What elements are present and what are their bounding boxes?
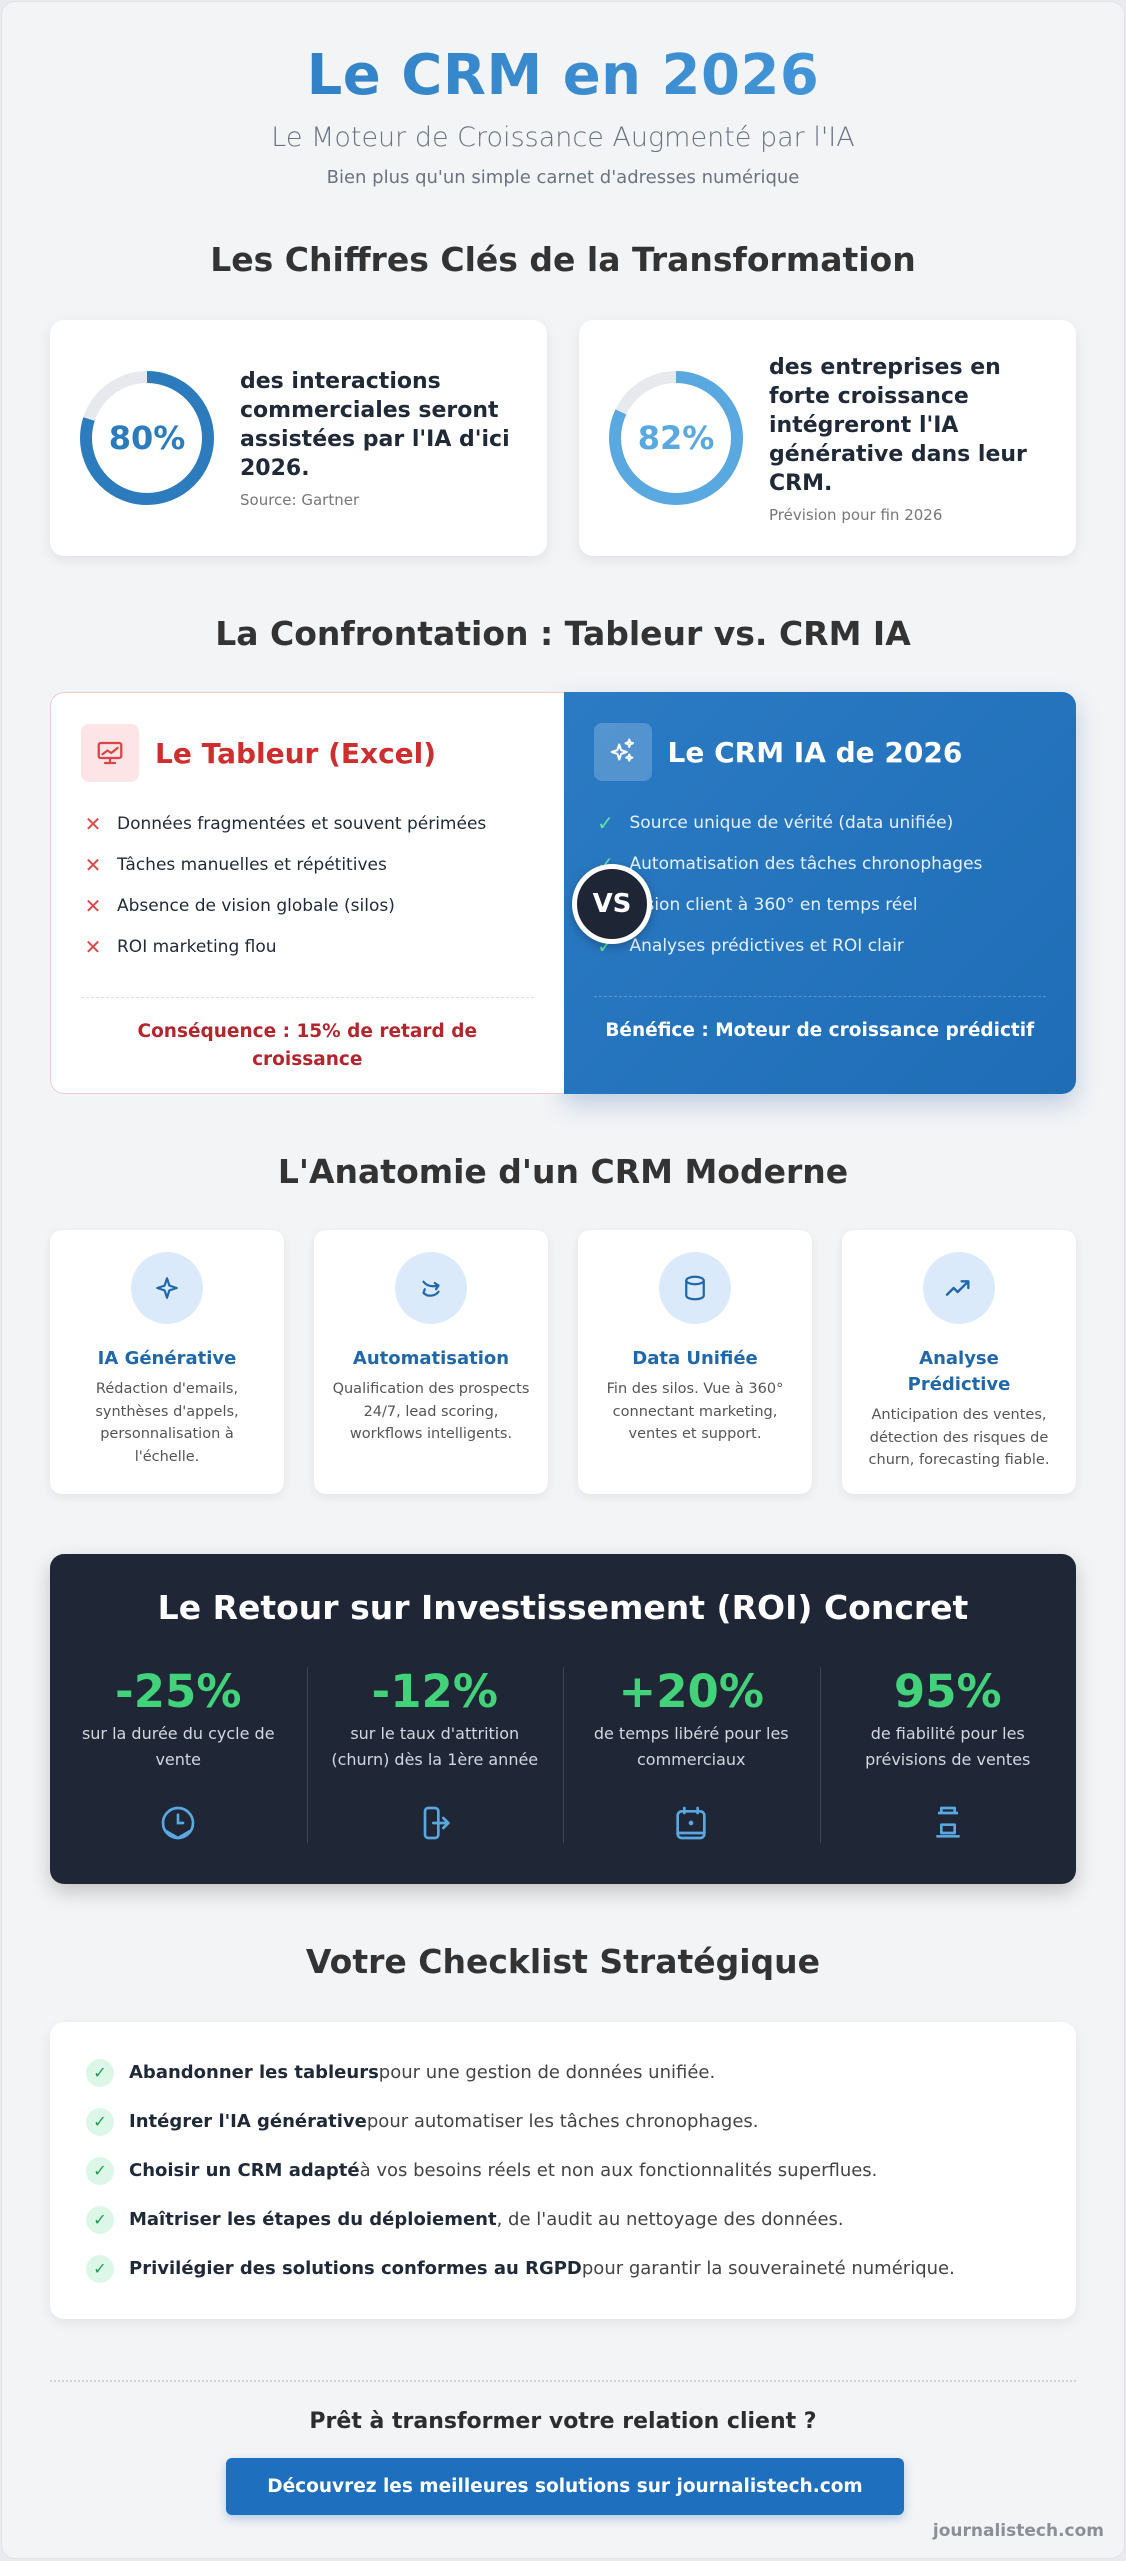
comparison-panel: Le Tableur (Excel) ✕ Données fragmentées … [50, 692, 1076, 1094]
stat-card: 82% des entreprises en forte croissance … [579, 320, 1076, 556]
sparkles-icon [593, 723, 652, 781]
anatomy-title: L'Anatomie d'un CRM Moderne [277, 1152, 849, 1191]
cta-question: Prêt à transformer votre relation client… [309, 2409, 817, 2434]
roi-panel: Le Retour sur Investissement (ROI) Concr… [50, 1554, 1076, 1884]
feature-card: Data Unifiée Fin des silos. Vue à 360° c… [578, 1230, 812, 1494]
x-icon: ✕ [84, 852, 102, 877]
divider [50, 2380, 1076, 2382]
feature-card: Analyse Prédictive Anticipation des vent… [842, 1230, 1076, 1494]
spreadsheet-drawbacks: ✕ Données fragmentées et souvent périmées… [81, 803, 534, 967]
check-icon: ✓ [86, 2254, 114, 2283]
trending-up-icon [923, 1252, 995, 1324]
x-icon: ✕ [84, 811, 102, 836]
page-subtitle: Le Moteur de Croissance Augmenté par l'I… [271, 122, 855, 153]
spreadsheet-column: Le Tableur (Excel) ✕ Données fragmentées … [50, 692, 564, 1094]
list-item: ✕ Tâches manuelles et répétitives [81, 844, 534, 885]
ai-crm-title: Le CRM IA de 2026 [667, 735, 963, 769]
check-icon: ✓ [86, 2205, 114, 2234]
refresh-arrows-icon [395, 1252, 467, 1324]
roi-stat: -12% sur le taux d'attrition (churn) dès… [306, 1667, 564, 1843]
list-item: ✓Automatisation des tâches chronophages [594, 843, 1047, 884]
divider [81, 997, 534, 998]
checklist-item: ✓ Intégrer l'IA générativepour automatise… [86, 2097, 1040, 2146]
checklist-item: ✓ Choisir un CRM adaptéà vos besoins réel… [86, 2146, 1040, 2195]
roi-stat: -25% sur la durée du cycle de vente [50, 1667, 307, 1843]
roi-stat: 95% de fiabilité pour les prévisions de … [819, 1667, 1077, 1843]
spreadsheet-consequence: Conséquence : 15% de retard de croissanc… [137, 1021, 478, 1070]
anatomy-cards: IA Générative Rédaction d'emails, synthè… [50, 1230, 1076, 1494]
stat-value: 82% [637, 419, 715, 457]
checklist-item: ✓ Abandonner les tableurspour une gestion… [86, 2048, 1040, 2097]
divider [593, 996, 1046, 997]
sparkle-icon [131, 1252, 203, 1324]
check-icon: ✓ [86, 2156, 114, 2185]
stat-description: des entreprises en forte croissance inté… [769, 354, 1027, 496]
key-figures: 80% des interactions commerciales seront… [50, 320, 1076, 556]
strategic-checklist: ✓ Abandonner les tableurspour une gestion… [50, 2022, 1076, 2319]
progress-ring-82: 82% [607, 369, 745, 507]
x-icon: ✕ [84, 934, 102, 959]
list-item: ✓ Source unique de vérité (data unifiée) [594, 802, 1047, 843]
progress-ring-80: 80% [78, 369, 216, 507]
discover-solutions-button[interactable]: Découvrez les meilleures solutions sur j… [226, 2458, 904, 2515]
check-icon: ✓ [86, 2058, 114, 2087]
stat-value: 80% [108, 419, 186, 457]
comparison-title: La Confrontation : Tableur vs. CRM IA [215, 614, 911, 653]
roi-stat: +20% de temps libéré pour les commerciau… [563, 1667, 820, 1843]
ai-crm-benefits: ✓ Source unique de vérité (data unifiée) … [594, 802, 1047, 966]
list-item: ✕ Absence de vision globale (silos) [81, 885, 534, 926]
page-title: Le CRM en 2026 [2, 42, 1124, 110]
stat-source: Prévision pour fin 2026 [769, 505, 943, 524]
check-icon: ✓ [597, 810, 614, 835]
calendar-icon [676, 1806, 706, 1840]
feature-card: Automatisation Qualification des prospec… [314, 1230, 548, 1494]
checklist-title: Votre Checklist Stratégique [305, 1942, 821, 1981]
clock-icon [161, 1806, 195, 1840]
checklist-item: ✓ Privilégier des solutions conformes au … [86, 2244, 1040, 2293]
hero-header: Le CRM en 2026 Le Moteur de Croissance A… [2, 2, 1124, 188]
check-icon: ✓ [86, 2107, 114, 2136]
stacked-laptops-icon [936, 1806, 960, 1838]
roi-title: Le Retour sur Investissement (ROI) Concr… [157, 1588, 969, 1627]
list-item: ✕ Données fragmentées et souvent périmées [81, 803, 534, 844]
list-item: ✓ Analyses prédictives et ROI clair [594, 925, 1047, 966]
checklist-item: ✓ Maîtriser les étapes du déploiement, de… [86, 2195, 1040, 2244]
x-icon: ✕ [84, 893, 102, 918]
list-item: ✓Vision client à 360° en temps réel [594, 884, 1047, 925]
key-figures-title: Les Chiffres Clés de la Transformation [210, 240, 916, 279]
stat-description: des interactions commerciales seront ass… [240, 369, 510, 481]
stat-card: 80% des interactions commerciales seront… [50, 320, 547, 556]
spreadsheet-title: Le Tableur (Excel) [155, 736, 437, 770]
stat-source: Source: Gartner [240, 491, 360, 509]
monitor-chart-icon [81, 724, 139, 782]
page-tagline: Bien plus qu'un simple carnet d'adresses… [326, 167, 800, 188]
ai-crm-benefit: Bénéfice : Moteur de croissance prédicti… [605, 1020, 1035, 1041]
exit-door-icon [423, 1806, 450, 1840]
vs-badge: VS [572, 864, 652, 944]
database-icon [659, 1252, 731, 1324]
list-item: ✕ ROI marketing flou [81, 926, 534, 967]
feature-card: IA Générative Rédaction d'emails, synthè… [50, 1230, 284, 1494]
watermark: journalistech.com [932, 2521, 1104, 2541]
